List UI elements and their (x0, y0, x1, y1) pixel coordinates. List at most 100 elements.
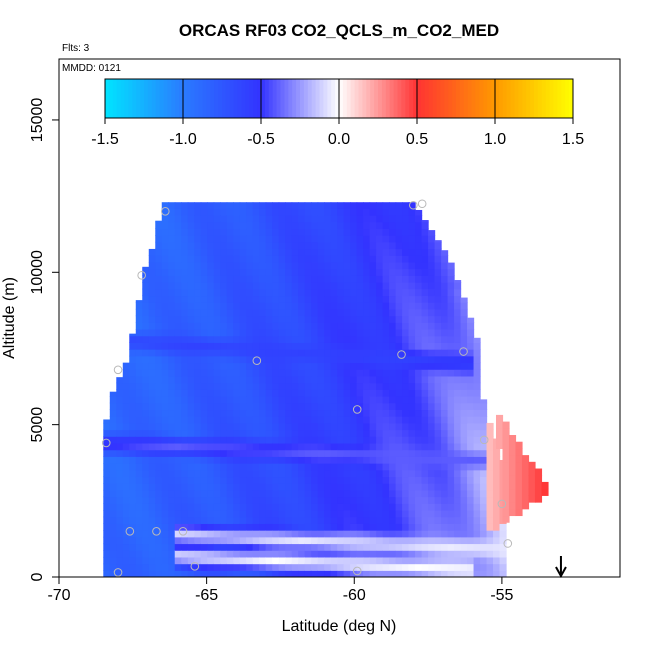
heatmap-cell (207, 449, 215, 457)
heatmap-cell (441, 402, 449, 411)
heatmap-cell (168, 261, 176, 270)
heatmap-cell (291, 268, 299, 276)
heatmap-cell (278, 261, 286, 270)
plume-cell (502, 468, 510, 476)
heatmap-cell (278, 543, 286, 551)
heatmap-cell (337, 530, 345, 538)
heatmap-cell (187, 342, 195, 350)
heatmap-cell (499, 536, 507, 545)
heatmap-cell (226, 463, 234, 471)
heatmap-cell (408, 469, 416, 478)
heatmap-cell (356, 349, 364, 357)
heatmap-cell (343, 442, 351, 451)
heatmap-cell (174, 288, 182, 297)
heatmap-cell (252, 543, 260, 551)
heatmap-cell (428, 396, 436, 404)
heatmap-cell (129, 563, 137, 571)
heatmap-cell (200, 261, 208, 270)
heatmap-cell (148, 556, 156, 565)
heatmap-cell (181, 315, 189, 323)
heatmap-cell (291, 221, 299, 230)
heatmap-cell (155, 248, 163, 256)
heatmap-cell (298, 215, 306, 223)
heatmap-cell (148, 523, 156, 531)
heatmap-cell (454, 375, 462, 384)
colorbar-swatch (420, 79, 426, 118)
heatmap-cell (460, 402, 468, 411)
heatmap-cell (246, 449, 254, 457)
heatmap-cell (421, 220, 429, 223)
heatmap-cell (324, 476, 332, 484)
heatmap-cell (213, 550, 221, 558)
heatmap-cell (187, 543, 195, 551)
heatmap-cell (155, 442, 163, 451)
heatmap-cell (343, 476, 351, 484)
heatmap-cell (142, 496, 150, 504)
heatmap-cell (285, 268, 293, 276)
heatmap-cell (356, 335, 364, 343)
heatmap-cell (161, 228, 169, 236)
heatmap-cell (337, 516, 345, 524)
heatmap-cell (252, 255, 260, 263)
heatmap-cell (174, 556, 182, 565)
heatmap-cell (376, 550, 384, 558)
heatmap-cell (376, 221, 384, 230)
heatmap-cell (259, 322, 267, 330)
heatmap-cell (226, 563, 234, 571)
heatmap-cell (213, 489, 221, 498)
heatmap-cell (239, 228, 247, 236)
heatmap-cell (324, 382, 332, 390)
heatmap-cell (220, 268, 228, 276)
heatmap-cell (350, 261, 358, 270)
heatmap-cell (369, 215, 377, 223)
heatmap-cell (187, 375, 195, 384)
heatmap-cell (116, 463, 124, 471)
heatmap-cell (356, 375, 364, 384)
heatmap-cell (278, 322, 286, 330)
heatmap-cell (473, 563, 481, 571)
heatmap-cell (187, 402, 195, 411)
heatmap-cell (493, 516, 501, 524)
heatmap-cell (421, 476, 429, 484)
heatmap-cell (272, 543, 280, 551)
heatmap-cell (460, 503, 468, 511)
heatmap-cell (161, 221, 169, 230)
heatmap-cell (480, 463, 488, 471)
heatmap-cell (389, 516, 397, 524)
heatmap-cell (148, 503, 156, 511)
heatmap-cell (298, 241, 306, 250)
heatmap-cell (447, 536, 455, 545)
heatmap-cell (213, 248, 221, 256)
colorbar-swatch (444, 79, 449, 118)
heatmap-cell (298, 523, 306, 531)
heatmap-cell (356, 241, 364, 250)
heatmap-cell (207, 442, 215, 451)
heatmap-cell (304, 516, 312, 524)
heatmap-cell (467, 342, 475, 350)
heatmap-cell (402, 362, 410, 370)
heatmap-cell (129, 463, 137, 471)
heatmap-cell (148, 530, 156, 538)
heatmap-cell (213, 322, 221, 330)
heatmap-cell (246, 288, 254, 297)
colorbar-swatch (198, 79, 203, 118)
heatmap-cell (298, 295, 306, 303)
colorbar-swatch (483, 79, 488, 118)
heatmap-cell (272, 536, 280, 545)
heatmap-cell (161, 550, 169, 558)
sample-point (160, 207, 170, 216)
heatmap-cell (356, 261, 364, 270)
plume-cell (502, 455, 510, 463)
heatmap-cell (441, 255, 449, 263)
heatmap-cell (434, 469, 442, 478)
heatmap-cell (343, 261, 351, 270)
heatmap-cell (408, 550, 416, 558)
heatmap-cell (467, 530, 475, 538)
heatmap-cell (389, 396, 397, 404)
heatmap-cell (395, 422, 403, 431)
colorbar-swatch (526, 79, 531, 118)
heatmap-cell (181, 202, 189, 209)
heatmap-cell (311, 436, 319, 444)
heatmap-cell (291, 275, 299, 283)
heatmap-cell (434, 268, 442, 276)
